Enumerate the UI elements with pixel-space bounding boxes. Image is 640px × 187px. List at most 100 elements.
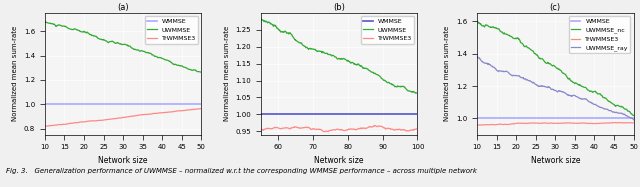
WMMSE: [473, 117, 481, 119]
UWMMSE_nc: [615, 105, 623, 107]
TrWMMSE3: [134, 114, 141, 117]
UWMMSE_ray: [566, 95, 574, 97]
TrWMMSE3: [390, 129, 398, 131]
UWMMSE: [390, 84, 397, 86]
TrWMMSE3: [42, 125, 49, 127]
Legend: WMMSE, UWMMSE_nc, TrWMMSE3, UWMMSE_ray: WMMSE, UWMMSE_nc, TrWMMSE3, UWMMSE_ray: [568, 16, 630, 53]
Legend: WMMSE, UWMMSE, TrWMMSE3: WMMSE, UWMMSE, TrWMMSE3: [145, 16, 198, 44]
Y-axis label: Normalized mean sum-rate: Normalized mean sum-rate: [224, 26, 230, 122]
UWMMSE: [184, 67, 191, 69]
UWMMSE_nc: [605, 100, 613, 103]
TrWMMSE3: [137, 114, 145, 116]
UWMMSE: [41, 21, 49, 23]
Line: TrWMMSE3: TrWMMSE3: [477, 122, 634, 125]
TrWMMSE3: [41, 125, 49, 127]
UWMMSE: [258, 19, 266, 21]
UWMMSE: [399, 85, 407, 88]
WMMSE: [353, 113, 360, 116]
TrWMMSE3: [617, 121, 625, 124]
UWMMSE_nc: [566, 79, 574, 81]
TrWMMSE3: [371, 124, 378, 127]
Text: Fig. 3.   Generalization performance of UWMMSE – normalized w.r.t the correspond: Fig. 3. Generalization performance of UW…: [6, 168, 477, 174]
WMMSE: [41, 103, 49, 105]
UWMMSE: [351, 63, 358, 65]
WMMSE: [137, 103, 145, 105]
UWMMSE_ray: [569, 94, 577, 97]
TrWMMSE3: [567, 122, 575, 124]
Line: TrWMMSE3: TrWMMSE3: [45, 109, 202, 126]
Line: UWMMSE_nc: UWMMSE_nc: [477, 21, 634, 115]
TrWMMSE3: [353, 128, 361, 131]
UWMMSE_ray: [630, 119, 637, 121]
UWMMSE: [138, 50, 145, 52]
UWMMSE: [353, 63, 361, 65]
TrWMMSE3: [630, 122, 637, 124]
TrWMMSE3: [476, 124, 483, 126]
Line: UWMMSE: UWMMSE: [261, 19, 417, 93]
UWMMSE_ray: [473, 56, 481, 58]
Title: (b): (b): [333, 3, 345, 12]
TrWMMSE3: [321, 131, 328, 133]
TrWMMSE3: [351, 128, 358, 130]
TrWMMSE3: [257, 128, 265, 131]
UWMMSE: [350, 63, 358, 65]
UWMMSE_ray: [566, 94, 573, 96]
UWMMSE_nc: [630, 114, 637, 117]
WMMSE: [566, 117, 574, 119]
UWMMSE_ray: [615, 112, 623, 114]
X-axis label: Network size: Network size: [531, 156, 580, 165]
WMMSE: [413, 113, 421, 116]
WMMSE: [389, 113, 397, 116]
WMMSE: [569, 117, 577, 119]
Y-axis label: Normalized mean sum-rate: Normalized mean sum-rate: [444, 26, 451, 122]
Title: (a): (a): [117, 3, 129, 12]
TrWMMSE3: [198, 108, 205, 110]
UWMMSE: [134, 49, 142, 51]
UWMMSE: [42, 20, 49, 23]
UWMMSE_ray: [605, 109, 613, 111]
TrWMMSE3: [473, 124, 481, 126]
UWMMSE_ray: [474, 56, 481, 58]
Line: UWMMSE: UWMMSE: [45, 22, 202, 72]
TrWMMSE3: [350, 128, 358, 130]
WMMSE: [257, 113, 265, 116]
TrWMMSE3: [474, 124, 481, 126]
TrWMMSE3: [566, 122, 574, 124]
TrWMMSE3: [257, 128, 265, 131]
UWMMSE: [173, 64, 181, 66]
WMMSE: [257, 113, 265, 116]
TrWMMSE3: [570, 122, 577, 124]
TrWMMSE3: [605, 122, 613, 124]
UWMMSE: [413, 92, 421, 94]
UWMMSE: [257, 19, 265, 21]
TrWMMSE3: [183, 109, 191, 111]
WMMSE: [615, 117, 623, 119]
Legend: WMMSE, UWMMSE, TrWMMSE3: WMMSE, UWMMSE, TrWMMSE3: [361, 16, 414, 44]
UWMMSE: [197, 71, 205, 73]
WMMSE: [134, 103, 141, 105]
UWMMSE_nc: [474, 20, 481, 23]
TrWMMSE3: [173, 110, 180, 112]
WMMSE: [350, 113, 358, 116]
WMMSE: [134, 103, 142, 105]
UWMMSE_nc: [566, 78, 573, 80]
WMMSE: [173, 103, 180, 105]
WMMSE: [399, 113, 406, 116]
TrWMMSE3: [616, 122, 623, 124]
TrWMMSE3: [134, 114, 142, 116]
WMMSE: [566, 117, 573, 119]
Title: (c): (c): [550, 3, 561, 12]
TrWMMSE3: [413, 128, 421, 130]
WMMSE: [630, 117, 637, 119]
Line: TrWMMSE3: TrWMMSE3: [261, 125, 417, 132]
UWMMSE_nc: [473, 20, 481, 22]
WMMSE: [198, 103, 205, 105]
WMMSE: [350, 113, 358, 116]
UWMMSE: [134, 49, 142, 51]
WMMSE: [183, 103, 191, 105]
WMMSE: [605, 117, 613, 119]
WMMSE: [474, 117, 481, 119]
Y-axis label: Normalized mean sum-rate: Normalized mean sum-rate: [12, 26, 19, 122]
WMMSE: [42, 103, 49, 105]
UWMMSE_nc: [569, 81, 577, 84]
